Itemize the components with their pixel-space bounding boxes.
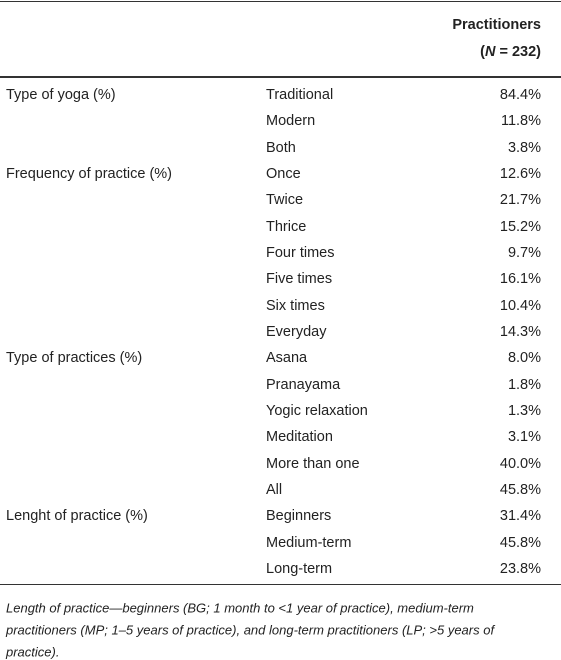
item-value: 45.8% bbox=[499, 481, 541, 498]
item-label: Beginners bbox=[266, 508, 332, 525]
item-value: 16.1% bbox=[499, 271, 541, 288]
item-label: Meditation bbox=[266, 429, 333, 446]
item-value: 21.7% bbox=[499, 192, 541, 209]
bottom-rule bbox=[0, 584, 561, 585]
group-label: Lenght of practice (%) bbox=[6, 508, 148, 525]
item-label: Four times bbox=[266, 244, 335, 261]
item-label: Modern bbox=[266, 113, 316, 130]
header-rule bbox=[0, 76, 561, 78]
header-n: (N = 232) bbox=[480, 43, 541, 61]
n-var: N bbox=[484, 44, 496, 60]
item-value: 40.0% bbox=[499, 455, 541, 472]
header-title: Practitioners bbox=[452, 17, 541, 33]
footnote-line: practice). bbox=[6, 644, 60, 660]
item-value: 9.7% bbox=[507, 244, 541, 261]
item-label: Asana bbox=[266, 350, 308, 367]
item-value: 15.2% bbox=[499, 218, 541, 235]
group-label: Type of yoga (%) bbox=[6, 87, 116, 103]
footnote-line: Length of practice—beginners (BG; 1 mont… bbox=[6, 600, 474, 616]
item-value: 12.6% bbox=[499, 165, 541, 182]
item-label: All bbox=[266, 481, 283, 498]
top-rule bbox=[0, 1, 561, 2]
footnote-line: practitioners (MP; 1–5 years of practice… bbox=[6, 622, 495, 638]
item-value: 11.8% bbox=[500, 113, 541, 130]
item-value: 31.4% bbox=[499, 508, 541, 525]
item-value: 3.1% bbox=[507, 429, 541, 446]
item-label: Yogic relaxation bbox=[266, 402, 368, 419]
item-label: Both bbox=[266, 139, 296, 156]
item-label: Pranayama bbox=[266, 376, 341, 393]
item-value: 3.8% bbox=[507, 139, 541, 156]
item-label: Thrice bbox=[266, 218, 307, 235]
item-value: 14.3% bbox=[499, 323, 541, 340]
group-label: Type of practices (%) bbox=[6, 350, 143, 367]
n-rest: = 232) bbox=[495, 44, 541, 60]
item-value: 84.4% bbox=[499, 87, 541, 103]
item-label: Medium-term bbox=[266, 534, 352, 551]
item-label: Once bbox=[266, 165, 301, 182]
item-label: Five times bbox=[266, 271, 333, 288]
group-label: Frequency of practice (%) bbox=[6, 165, 173, 182]
item-label: Twice bbox=[266, 192, 304, 209]
item-value: 1.8% bbox=[507, 376, 541, 393]
n-open: ( bbox=[480, 44, 485, 60]
item-value: 23.8% bbox=[499, 560, 541, 577]
item-label: Long-term bbox=[266, 560, 333, 577]
item-label: Everyday bbox=[266, 323, 327, 340]
item-label: Traditional bbox=[266, 87, 334, 103]
item-value: 8.0% bbox=[507, 350, 541, 367]
item-value: 10.4% bbox=[499, 297, 541, 314]
item-value: 45.8% bbox=[499, 534, 541, 551]
item-label: Six times bbox=[266, 297, 325, 314]
item-label: More than one bbox=[266, 455, 360, 472]
item-value: 1.3% bbox=[507, 402, 541, 419]
